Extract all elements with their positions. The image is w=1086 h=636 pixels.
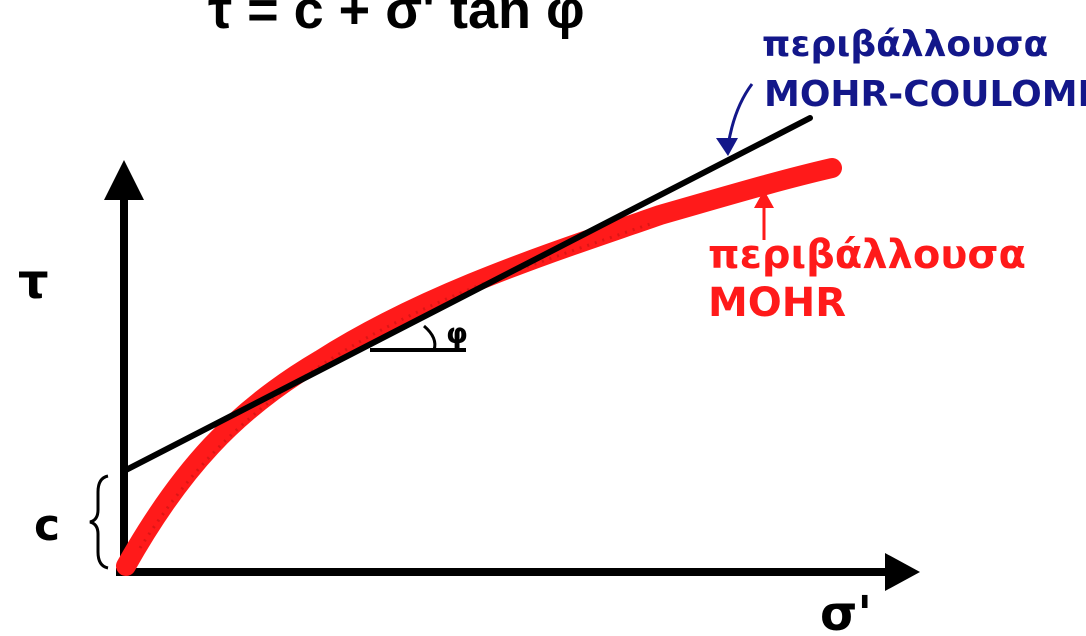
mohr-label-line1: περιβάλλουσα: [708, 232, 1026, 278]
mohr-coulomb-line: [123, 115, 813, 473]
intercept-brace: [89, 474, 109, 570]
mohr-coulomb-pointer: [726, 83, 754, 147]
x-axis-arrow-icon: [885, 553, 920, 591]
mohr-envelope-curve: [116, 158, 842, 576]
x-axis-label: σ': [820, 586, 872, 636]
y-axis-label: τ: [18, 254, 49, 310]
mohr-pointer-arrow-icon: [754, 190, 774, 208]
mohr-coulomb-label-line2: MOHR-COULOMB: [764, 74, 1086, 115]
intercept-c-label: c: [34, 500, 60, 551]
mohr-envelope-texture: [138, 222, 651, 549]
mohr-coulomb-pointer-arrow-icon: [716, 138, 738, 156]
angle-arc: [423, 324, 437, 351]
formula-title: τ = c + σ' tan φ: [208, 0, 585, 40]
mohr-coulomb-label-line1: περιβάλλουσα: [762, 24, 1048, 65]
y-axis-arrow-icon: [104, 160, 144, 200]
mohr-label-line2: MOHR: [708, 280, 846, 326]
angle-phi-label: φ: [446, 317, 468, 350]
